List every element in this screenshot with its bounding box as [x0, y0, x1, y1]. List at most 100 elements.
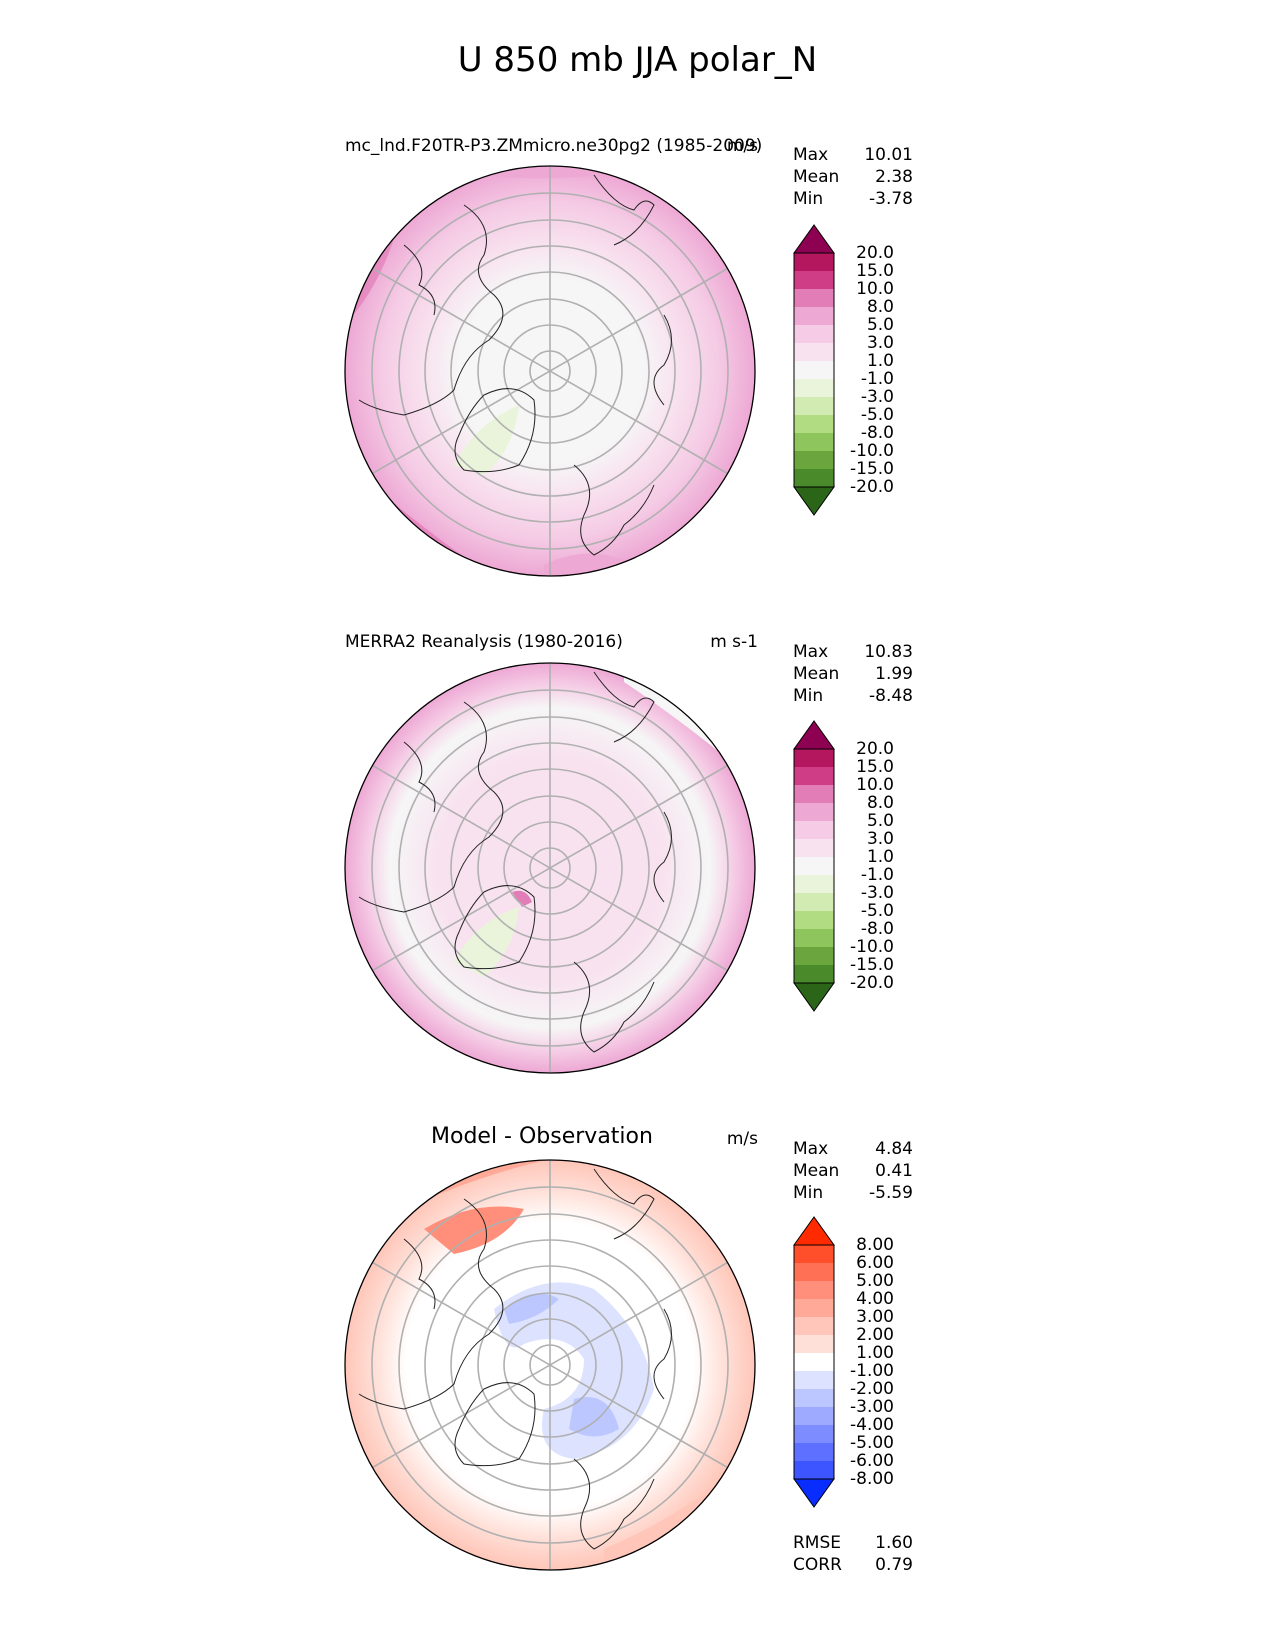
colorbar-band	[794, 803, 834, 822]
field-patch	[454, 405, 519, 475]
colorbar-band	[794, 1263, 834, 1282]
colorbar-tick-label: -2.00	[850, 1379, 894, 1399]
map-boundary	[344, 165, 756, 577]
colorbar-tick-label: -6.00	[850, 1451, 894, 1471]
colorbar-band	[794, 397, 834, 416]
colorbar-extend-min	[793, 1478, 835, 1508]
colorbar-band	[794, 361, 834, 380]
field-patch	[569, 1397, 619, 1437]
coastlines	[358, 174, 672, 556]
stat-min-value: -8.48	[869, 686, 913, 706]
colorbar-tick-label: -3.0	[860, 387, 894, 407]
corr-value: 0.79	[875, 1555, 913, 1575]
rmse-label: RMSE	[793, 1533, 842, 1553]
page-title: U 850 mb JJA polar_N	[457, 40, 818, 80]
colorbar-tick-label: -20.0	[850, 973, 894, 993]
stat-min-label: Min	[793, 686, 824, 706]
colorbar-band	[794, 1317, 834, 1336]
colorbar-tick-label: 3.0	[866, 829, 894, 849]
colorbar-band	[794, 749, 834, 768]
stat-max-label: Max	[793, 145, 829, 165]
colorbar-tick-label: -1.0	[860, 865, 894, 885]
panel-3-units: m/s	[726, 1129, 758, 1149]
colorbar-band	[794, 857, 834, 876]
panel-1-colorbar	[793, 224, 835, 516]
colorbar-tick-label: -8.00	[850, 1469, 894, 1489]
panel-2-polar-map	[344, 662, 756, 1074]
field-patch	[434, 166, 604, 179]
panel-2-colorbar	[793, 720, 835, 1012]
colorbar-band	[794, 1389, 834, 1408]
colorbar-band	[794, 947, 834, 966]
colorbar-band	[794, 929, 834, 948]
colorbar-band	[794, 307, 834, 326]
colorbar-tick-label: 3.00	[856, 1307, 894, 1327]
stat-mean-value: 2.38	[875, 167, 913, 187]
colorbar-tick-label: 4.00	[856, 1289, 894, 1309]
colorbar-band	[794, 1425, 834, 1444]
stat-mean-label: Mean	[793, 664, 840, 684]
stat-mean-value: 1.99	[875, 664, 913, 684]
field-patch	[512, 890, 532, 907]
colorbar-tick-label: -1.00	[850, 1361, 894, 1381]
colorbar-tick-label: 5.00	[856, 1271, 894, 1291]
colorbar-band	[794, 839, 834, 858]
graticule	[371, 1160, 729, 1570]
graticule	[371, 663, 729, 1073]
panel-2-units: m s-1	[710, 632, 758, 652]
colorbar-band	[794, 1245, 834, 1264]
colorbar-tick-label: -15.0	[850, 459, 894, 479]
colorbar-extend-max	[793, 720, 835, 750]
colorbar-tick-label: 1.0	[866, 351, 894, 371]
colorbar-band	[794, 785, 834, 804]
map-boundary	[344, 662, 756, 1074]
colorbar-tick-label: -1.0	[860, 369, 894, 389]
corr-label: CORR	[793, 1555, 842, 1575]
colorbar-band	[794, 271, 834, 290]
colorbar-band	[794, 1461, 834, 1480]
stat-max-label: Max	[793, 1139, 829, 1159]
colorbar-tick-label: -8.0	[860, 919, 894, 939]
colorbar-tick-label: 6.00	[856, 1253, 894, 1273]
colorbar-tick-label: 8.00	[856, 1235, 894, 1255]
coastlines	[358, 1168, 672, 1550]
colorbar-tick-label: 2.00	[856, 1325, 894, 1345]
colorbar-band	[794, 415, 834, 434]
colorbar-band	[794, 289, 834, 308]
map-boundary	[344, 1159, 756, 1571]
stat-min-label: Min	[793, 1183, 824, 1203]
colorbar-band	[794, 1299, 834, 1318]
colorbar-tick-label: -3.0	[860, 883, 894, 903]
colorbar-band	[794, 1443, 834, 1462]
stat-max-label: Max	[793, 642, 829, 662]
colorbar-band	[794, 451, 834, 470]
colorbar-tick-label: -5.00	[850, 1433, 894, 1453]
colorbar-band	[794, 379, 834, 398]
colorbar-band	[794, 821, 834, 840]
colorbar-tick-label: 10.0	[856, 279, 894, 299]
colorbar-tick-label: 8.0	[866, 297, 894, 317]
colorbar-tick-label: -5.0	[860, 405, 894, 425]
colorbar-tick-label: 15.0	[856, 261, 894, 281]
panel-1-polar-map	[344, 165, 756, 577]
panel-3-colorbar	[793, 1216, 835, 1508]
colorbar-tick-label: -5.0	[860, 901, 894, 921]
colorbar-tick-label: 10.0	[856, 775, 894, 795]
colorbar-band	[794, 965, 834, 984]
colorbar-tick-label: 20.0	[856, 243, 894, 263]
colorbar-tick-label: -4.00	[850, 1415, 894, 1435]
coastlines	[358, 671, 672, 1053]
colorbar-extend-min	[793, 486, 835, 516]
colorbar-tick-label: -8.0	[860, 423, 894, 443]
graticule	[371, 166, 729, 576]
colorbar-band	[794, 1371, 834, 1390]
colorbar-tick-label: 5.0	[866, 811, 894, 831]
colorbar-tick-label: -10.0	[850, 937, 894, 957]
colorbar-tick-label: -10.0	[850, 441, 894, 461]
stat-mean-label: Mean	[793, 1161, 840, 1181]
stat-min-value: -5.59	[869, 1183, 913, 1203]
colorbar-tick-label: -15.0	[850, 955, 894, 975]
colorbar-tick-label: 1.00	[856, 1343, 894, 1363]
field-patch	[454, 907, 519, 977]
colorbar-tick-label: -3.00	[850, 1397, 894, 1417]
